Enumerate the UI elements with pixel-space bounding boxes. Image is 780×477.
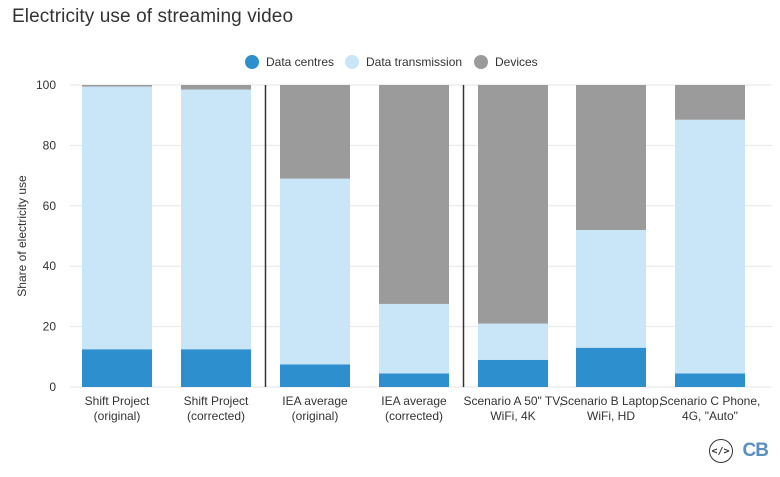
x-tick-label-5: Scenario A 50" TV, WiFi, 4K xyxy=(464,394,563,423)
y-tick-label-20: 20 xyxy=(43,320,57,334)
bar-devices-1 xyxy=(82,85,152,87)
bar-data-transmission-7 xyxy=(675,119,745,374)
y-tick-label-80: 80 xyxy=(43,138,57,152)
bar-data-centres-1 xyxy=(82,349,152,387)
chart-legend: Data centres Data transmission Devices xyxy=(0,52,780,72)
bar-data-centres-2 xyxy=(181,349,251,387)
legend-swatch-devices xyxy=(474,55,488,69)
x-tick-label-7: Scenario C Phone, 4G, "Auto" xyxy=(660,394,761,423)
x-tick-label-2: Shift Project (corrected) xyxy=(184,394,249,423)
x-tick-label-6: Scenario B Laptop, WiFi, HD xyxy=(560,394,662,423)
bar-data-transmission-1 xyxy=(82,86,152,350)
legend-swatch-data-centres xyxy=(245,55,259,69)
y-tick-label-0: 0 xyxy=(49,380,56,394)
bar-devices-5 xyxy=(478,85,548,324)
legend-item-data-centres[interactable]: Data centres xyxy=(245,52,334,72)
code-embed-icon[interactable]: </> xyxy=(708,439,733,463)
y-tick-label-40: 40 xyxy=(43,259,57,273)
bar-data-transmission-6 xyxy=(576,229,646,348)
bar-devices-4 xyxy=(379,85,449,304)
legend-label-devices: Devices xyxy=(495,55,538,69)
bar-devices-7 xyxy=(675,85,745,120)
x-tick-label-1: Shift Project (original) xyxy=(85,394,150,423)
bar-data-centres-3 xyxy=(280,364,350,387)
bar-data-transmission-5 xyxy=(478,323,548,360)
x-tick-label-3: IEA average (original) xyxy=(282,394,348,423)
bar-data-transmission-2 xyxy=(181,89,251,350)
y-tick-label-60: 60 xyxy=(43,199,57,213)
legend-swatch-data-transmission xyxy=(345,55,359,69)
legend-item-data-transmission[interactable]: Data transmission xyxy=(345,52,462,72)
x-tick-label-4: IEA average (corrected) xyxy=(381,394,447,423)
y-tick-label-100: 100 xyxy=(36,78,56,92)
bar-devices-2 xyxy=(181,85,251,90)
carbon-brief-logo: CB xyxy=(742,440,769,461)
legend-label-data-centres: Data centres xyxy=(266,55,335,69)
bar-data-transmission-4 xyxy=(379,303,449,374)
bar-data-transmission-3 xyxy=(280,178,350,365)
bar-data-centres-4 xyxy=(379,373,449,387)
bar-data-centres-5 xyxy=(478,359,548,387)
bar-devices-3 xyxy=(280,85,350,179)
bar-data-centres-6 xyxy=(576,347,646,387)
bar-devices-6 xyxy=(576,85,646,230)
legend-label-data-transmission: Data transmission xyxy=(366,55,463,69)
footer-icons: </> CB xyxy=(708,439,769,463)
chart-title: Electricity use of streaming video xyxy=(12,6,294,27)
legend-item-devices[interactable]: Devices xyxy=(474,52,538,72)
bar-data-centres-7 xyxy=(675,373,745,387)
